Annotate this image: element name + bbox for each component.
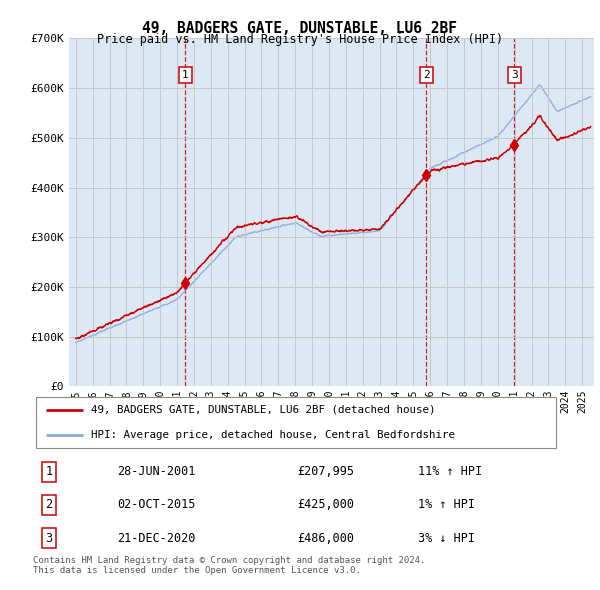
Text: 2: 2	[422, 70, 430, 80]
Text: 3: 3	[45, 532, 52, 545]
Text: 02-OCT-2015: 02-OCT-2015	[118, 499, 196, 512]
Text: Price paid vs. HM Land Registry's House Price Index (HPI): Price paid vs. HM Land Registry's House …	[97, 33, 503, 46]
Text: 3: 3	[511, 70, 518, 80]
Text: £207,995: £207,995	[297, 466, 354, 478]
Text: 11% ↑ HPI: 11% ↑ HPI	[418, 466, 482, 478]
Text: 49, BADGERS GATE, DUNSTABLE, LU6 2BF: 49, BADGERS GATE, DUNSTABLE, LU6 2BF	[143, 21, 458, 36]
Text: This data is licensed under the Open Government Licence v3.0.: This data is licensed under the Open Gov…	[33, 566, 361, 575]
Text: 1: 1	[182, 70, 188, 80]
Text: 3% ↓ HPI: 3% ↓ HPI	[418, 532, 475, 545]
Text: 49, BADGERS GATE, DUNSTABLE, LU6 2BF (detached house): 49, BADGERS GATE, DUNSTABLE, LU6 2BF (de…	[91, 405, 436, 415]
Text: 1: 1	[45, 466, 52, 478]
Text: 1% ↑ HPI: 1% ↑ HPI	[418, 499, 475, 512]
Text: HPI: Average price, detached house, Central Bedfordshire: HPI: Average price, detached house, Cent…	[91, 430, 455, 440]
Text: £425,000: £425,000	[297, 499, 354, 512]
Text: 21-DEC-2020: 21-DEC-2020	[118, 532, 196, 545]
Text: Contains HM Land Registry data © Crown copyright and database right 2024.: Contains HM Land Registry data © Crown c…	[33, 556, 425, 565]
Text: 28-JUN-2001: 28-JUN-2001	[118, 466, 196, 478]
FancyBboxPatch shape	[35, 397, 556, 448]
Text: £486,000: £486,000	[297, 532, 354, 545]
Text: 2: 2	[45, 499, 52, 512]
